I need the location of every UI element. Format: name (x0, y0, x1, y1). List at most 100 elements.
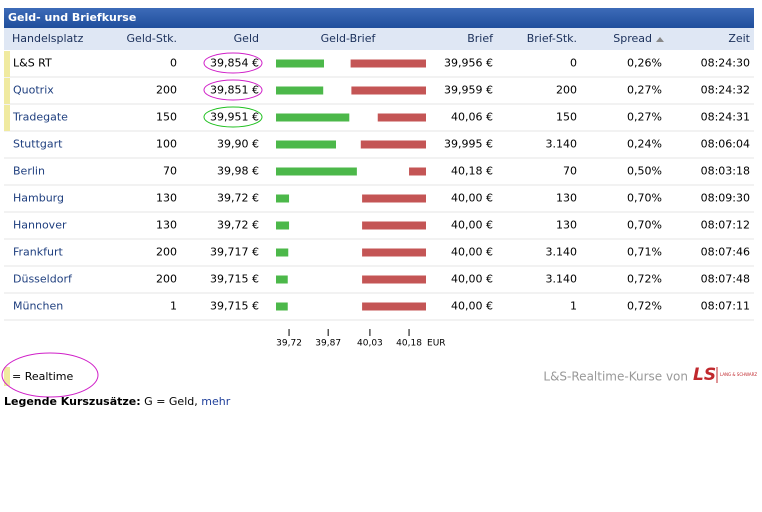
rows: Handelsplatz Geld-Stk. Geld Geld-Brief Brief… (4, 32, 754, 349)
cell: 0,24% (627, 138, 662, 151)
cell: 0 (570, 57, 577, 70)
column-header: Geld (234, 32, 259, 45)
cell: 130 (556, 219, 577, 232)
cell: 39,90 € (217, 138, 259, 151)
cell: 39,959 € (444, 84, 493, 97)
market-name[interactable]: Stuttgart (13, 138, 63, 151)
cell: 40,00 € (451, 300, 493, 313)
link[interactable]: mehr (201, 395, 230, 408)
realtime-swatch (4, 367, 10, 386)
cell: 200 (156, 84, 177, 97)
column-header: Geld-Brief (321, 32, 377, 45)
market-name[interactable]: München (13, 300, 63, 313)
geld-bar (276, 59, 324, 68)
notes-text: G = Geld, (144, 395, 198, 408)
market-name[interactable]: Tradegate (12, 111, 68, 124)
market-name[interactable]: Berlin (13, 165, 45, 178)
notes: Legende Kurszusätze: G = Geld, mehr (4, 395, 231, 408)
sort-arrow (656, 37, 664, 42)
brief-bar (377, 113, 426, 122)
brief-bar (362, 275, 426, 284)
realtime-marker (4, 51, 10, 77)
column-header: Brief-Stk. (527, 32, 577, 45)
logo: LS (693, 365, 716, 385)
brief-bar (409, 167, 426, 176)
scale-unit: EUR (427, 339, 446, 349)
cell: 40,18 € (451, 165, 493, 178)
cell: 0,72% (627, 273, 662, 286)
logo-caption: LANG & SCHWARZ (720, 372, 757, 377)
cell: 200 (556, 84, 577, 97)
cell: 40,06 € (451, 111, 493, 124)
cell: 0,50% (627, 165, 662, 178)
title-bar (4, 8, 754, 28)
column-header: Spread (613, 32, 652, 45)
brief-bar (362, 302, 426, 311)
realtime-marker (4, 78, 10, 104)
market-name[interactable]: Düsseldorf (13, 273, 73, 286)
scale-label: 39,72 (276, 339, 302, 349)
cell: 150 (556, 111, 577, 124)
geld-bar (276, 275, 288, 284)
scale-label: 39,87 (315, 339, 341, 349)
cell: 3.140 (546, 246, 578, 259)
cell: 08:07:11 (701, 300, 750, 313)
notes-label: Legende Kurszusätze: (4, 395, 141, 408)
market-name[interactable]: Frankfurt (13, 246, 63, 259)
brief-bar (360, 140, 426, 149)
geld-bar (276, 302, 288, 311)
cell: 39,995 € (444, 138, 493, 151)
cell: 70 (163, 165, 177, 178)
highlight-circle (1, 352, 99, 398)
cell: 100 (156, 138, 177, 151)
cell: 200 (156, 273, 177, 286)
cell: 40,00 € (451, 192, 493, 205)
market-name[interactable]: L&S RT (13, 57, 52, 70)
cell: 39,72 € (217, 219, 259, 232)
cell: 0,27% (627, 111, 662, 124)
cell: 08:24:30 (701, 57, 750, 70)
geld-bar (276, 248, 289, 257)
cell: 08:07:12 (701, 219, 750, 232)
cell: 0,70% (627, 192, 662, 205)
header-row (4, 28, 754, 50)
cell: 39,98 € (217, 165, 259, 178)
cell: 0,72% (627, 300, 662, 313)
cell: 40,00 € (451, 246, 493, 259)
market-name[interactable]: Hannover (13, 219, 67, 232)
cell: 70 (563, 165, 577, 178)
cell: 39,851 € (210, 84, 259, 97)
geld-bar (276, 221, 290, 230)
cell: 39,717 € (210, 246, 259, 259)
cell: 0,26% (627, 57, 662, 70)
highlight-circle (203, 106, 263, 128)
brief-bar (350, 59, 426, 68)
cell: 08:07:46 (701, 246, 750, 259)
brief-bar (362, 248, 426, 257)
column-header: Brief (467, 32, 494, 45)
geld-bar (276, 113, 350, 122)
realtime-legend: = Realtime (12, 370, 74, 383)
cell: 08:03:18 (701, 165, 750, 178)
scale-label: 40,03 (357, 339, 383, 349)
cell: 1 (170, 300, 177, 313)
cell: 0 (170, 57, 177, 70)
brief-bar (362, 221, 426, 230)
cell: 200 (156, 246, 177, 259)
brief-bar (362, 194, 426, 203)
cell: 130 (156, 192, 177, 205)
cell: 150 (156, 111, 177, 124)
cell: 40,00 € (451, 219, 493, 232)
cell: 39,715 € (210, 300, 259, 313)
cell: 08:24:32 (701, 84, 750, 97)
cell: 39,956 € (444, 57, 493, 70)
market-name[interactable]: Quotrix (13, 84, 54, 97)
cell: 39,72 € (217, 192, 259, 205)
cell: 3.140 (546, 273, 578, 286)
cell: 08:09:30 (701, 192, 750, 205)
cell: 3.140 (546, 138, 578, 151)
brief-bar (351, 86, 426, 95)
column-header: Geld-Stk. (127, 32, 177, 45)
market-name[interactable]: Hamburg (13, 192, 64, 205)
geld-bar (276, 86, 324, 95)
